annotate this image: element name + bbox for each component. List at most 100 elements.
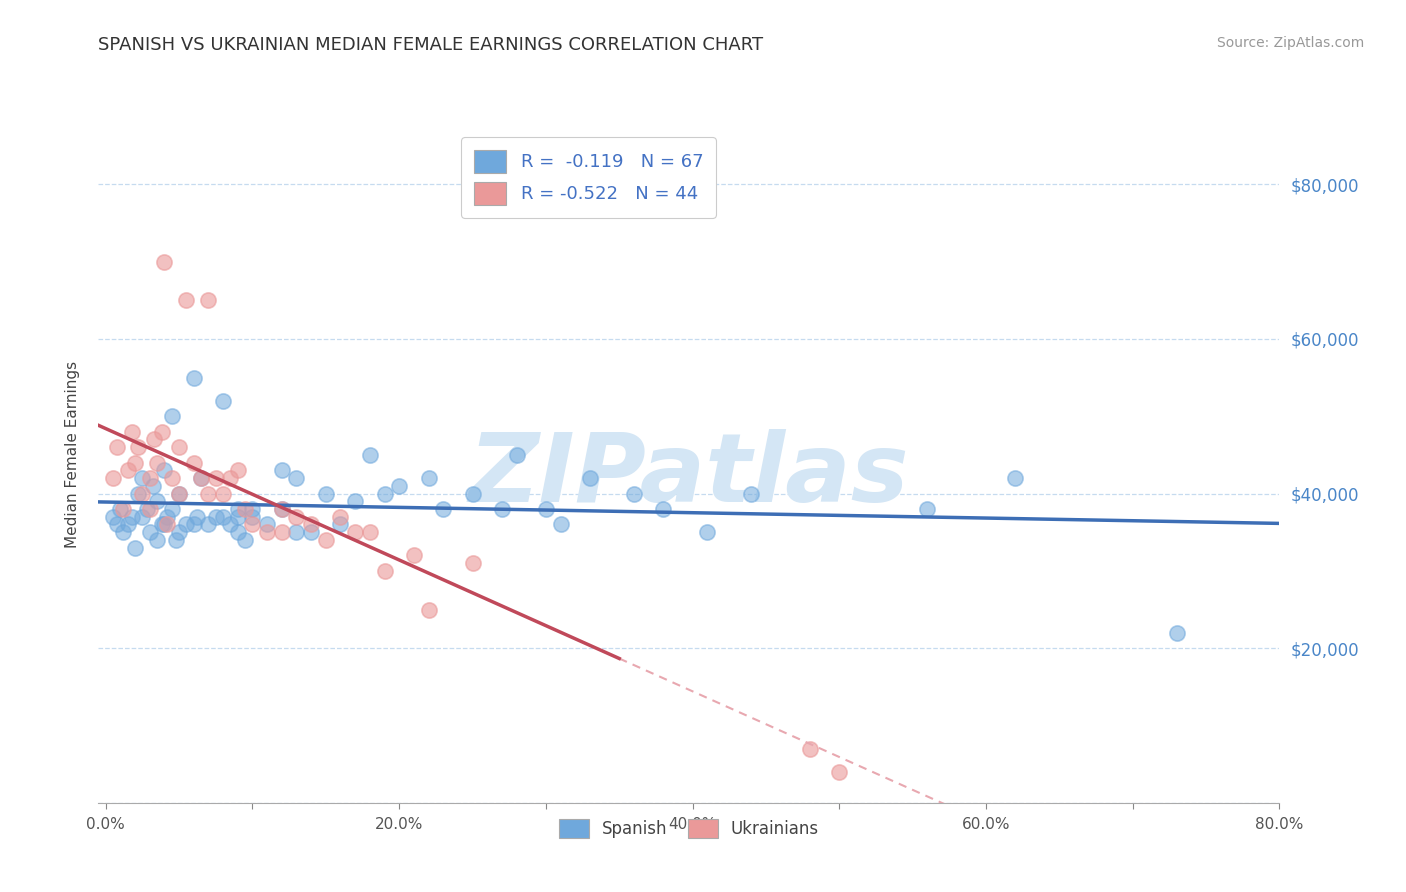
- Point: [270, 525, 292, 540]
- Point: [165, 533, 187, 547]
- Point: [153, 463, 176, 477]
- Point: [740, 486, 762, 500]
- Point: [121, 509, 143, 524]
- Point: [299, 517, 322, 532]
- Point: [270, 502, 292, 516]
- Point: [242, 509, 264, 524]
- Point: [418, 602, 440, 616]
- Point: [127, 486, 149, 500]
- Point: [183, 370, 205, 384]
- Point: [197, 293, 219, 308]
- Point: [505, 448, 527, 462]
- Y-axis label: Median Female Earnings: Median Female Earnings: [65, 361, 80, 549]
- Point: [315, 486, 337, 500]
- Point: [112, 525, 135, 540]
- Point: [344, 494, 367, 508]
- Point: [828, 764, 851, 779]
- Point: [156, 509, 179, 524]
- Point: [373, 486, 395, 500]
- Point: [285, 471, 308, 485]
- Point: [270, 463, 292, 477]
- Point: [299, 525, 322, 540]
- Point: [160, 502, 183, 516]
- Point: [160, 409, 183, 424]
- Point: [491, 502, 513, 516]
- Point: [183, 517, 205, 532]
- Point: [219, 471, 242, 485]
- Point: [190, 471, 212, 485]
- Point: [204, 471, 226, 485]
- Point: [226, 502, 249, 516]
- Point: [167, 525, 190, 540]
- Point: [183, 456, 205, 470]
- Point: [176, 517, 198, 532]
- Point: [197, 517, 219, 532]
- Point: [461, 486, 484, 500]
- Point: [329, 517, 352, 532]
- Point: [285, 525, 308, 540]
- Point: [121, 425, 143, 439]
- Point: [212, 486, 235, 500]
- Point: [139, 525, 162, 540]
- Point: [461, 556, 484, 570]
- Point: [233, 502, 256, 516]
- Point: [652, 502, 675, 516]
- Point: [696, 525, 718, 540]
- Point: [131, 471, 153, 485]
- Point: [917, 502, 939, 516]
- Point: [107, 440, 129, 454]
- Point: [101, 509, 124, 524]
- Point: [124, 541, 146, 555]
- Point: [226, 509, 249, 524]
- Point: [226, 463, 249, 477]
- Point: [146, 456, 169, 470]
- Point: [112, 502, 135, 516]
- Point: [167, 486, 190, 500]
- Point: [190, 471, 212, 485]
- Point: [256, 517, 278, 532]
- Point: [799, 741, 821, 756]
- Text: SPANISH VS UKRAINIAN MEDIAN FEMALE EARNINGS CORRELATION CHART: SPANISH VS UKRAINIAN MEDIAN FEMALE EARNI…: [98, 36, 763, 54]
- Point: [534, 502, 557, 516]
- Point: [101, 471, 124, 485]
- Point: [139, 471, 162, 485]
- Point: [242, 517, 264, 532]
- Legend: Spanish, Ukrainians: Spanish, Ukrainians: [551, 811, 827, 847]
- Point: [359, 525, 381, 540]
- Point: [150, 425, 173, 439]
- Point: [242, 502, 264, 516]
- Point: [623, 486, 645, 500]
- Point: [256, 525, 278, 540]
- Point: [110, 502, 132, 516]
- Point: [329, 509, 352, 524]
- Point: [167, 486, 190, 500]
- Point: [432, 502, 454, 516]
- Point: [131, 509, 153, 524]
- Point: [124, 456, 146, 470]
- Point: [146, 533, 169, 547]
- Point: [167, 440, 190, 454]
- Point: [270, 502, 292, 516]
- Point: [344, 525, 367, 540]
- Point: [186, 509, 208, 524]
- Point: [117, 517, 139, 532]
- Point: [135, 502, 157, 516]
- Point: [160, 471, 183, 485]
- Text: Source: ZipAtlas.com: Source: ZipAtlas.com: [1216, 36, 1364, 50]
- Point: [127, 440, 149, 454]
- Point: [153, 517, 176, 532]
- Text: ZIPatlas: ZIPatlas: [468, 429, 910, 523]
- Point: [150, 517, 173, 532]
- Point: [402, 549, 425, 563]
- Point: [146, 494, 169, 508]
- Point: [219, 517, 242, 532]
- Point: [550, 517, 572, 532]
- Point: [197, 486, 219, 500]
- Point: [212, 393, 235, 408]
- Point: [117, 463, 139, 477]
- Point: [176, 293, 198, 308]
- Point: [139, 502, 162, 516]
- Point: [226, 525, 249, 540]
- Point: [142, 479, 165, 493]
- Point: [131, 486, 153, 500]
